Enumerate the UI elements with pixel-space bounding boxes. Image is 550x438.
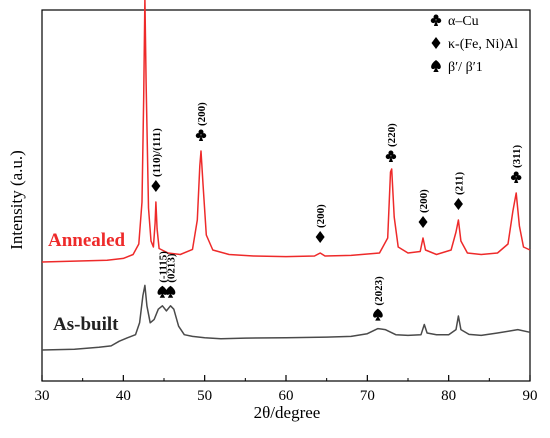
- series-labels: Annealed As-built: [48, 230, 126, 335]
- x-axis-title: 2θ/degree: [254, 403, 321, 422]
- club-marker-icon: [195, 129, 207, 141]
- legend-label: κ-(Fe, Ni)Al: [448, 37, 518, 52]
- peak-label: (2023): [373, 276, 385, 306]
- spade-marker-icon: [157, 285, 168, 298]
- club-marker-icon: [510, 171, 522, 183]
- peak-label: (200): [418, 189, 430, 213]
- legend-club-icon: [430, 14, 442, 26]
- peak-label: (200): [315, 204, 327, 228]
- spade-marker-icon: [373, 308, 383, 321]
- club-marker-icon: [385, 150, 397, 162]
- x-tick-label: 90: [523, 388, 538, 404]
- diamond-marker-icon: [418, 216, 428, 228]
- series-lines: [41, 0, 531, 351]
- peak-annotations: (111)(110)/(111)(200)(200)(220)(200)(211…: [151, 102, 523, 321]
- y-axis-title: Intensity (a.u.): [7, 150, 26, 250]
- legend-diamond-icon: [431, 37, 441, 49]
- series-label-as-built: As-built: [53, 314, 119, 335]
- x-tick-label: 60: [279, 388, 294, 404]
- legend-spade-icon: [431, 60, 441, 72]
- peak-label: (110)/(111): [151, 128, 163, 177]
- series-line-annealed: [41, 0, 531, 263]
- x-tick-label: 50: [197, 388, 212, 404]
- diamond-marker-icon: [315, 231, 325, 243]
- legend-label: β′/ β′1: [448, 60, 483, 75]
- peak-label: (0213): [166, 253, 178, 283]
- diamond-marker-icon: [151, 180, 161, 192]
- diamond-marker-icon: [453, 198, 463, 210]
- series-label-annealed: Annealed: [48, 230, 126, 251]
- series-line-as-built: [41, 284, 531, 351]
- x-tick-label: 70: [360, 388, 375, 404]
- x-tick-label: 80: [441, 388, 456, 404]
- peak-label: (200): [196, 102, 208, 126]
- spade-marker-icon: [165, 285, 176, 298]
- peak-label: (-1115): [157, 251, 169, 283]
- peak-label: (311): [511, 144, 523, 168]
- peak-label: (220): [386, 123, 398, 147]
- peak-label: (211): [453, 171, 465, 195]
- x-tick-label: 30: [35, 388, 50, 404]
- x-axis-ticks: 30 40 50 60 70 80 90: [35, 375, 538, 404]
- legend-label: α–Cu: [448, 14, 479, 29]
- x-tick-label: 40: [116, 388, 131, 404]
- legend: α–Cu κ-(Fe, Ni)Al β′/ β′1: [430, 14, 518, 75]
